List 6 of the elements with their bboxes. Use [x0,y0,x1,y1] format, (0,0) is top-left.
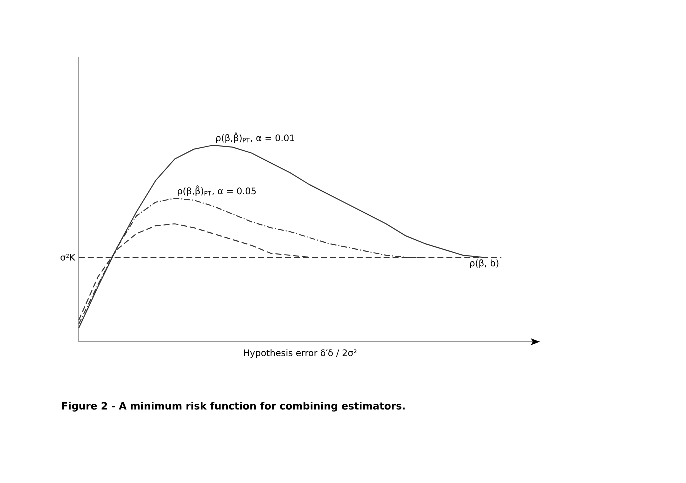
series-label: ρ(β,β̂)$_{PT}$, α = 0.05 [178,186,256,196]
series-label: ρ(β,β̂)$_{PT}$, α = 0.01 [216,132,294,144]
text: σ²K [60,254,76,261]
series-label: ρ(β, b) [470,260,499,268]
caption: Figure 2 - A minimum risk function for combining estimators. [62,402,405,412]
x-axis-title: Hypothesis error δ′δ / 2σ² [244,350,357,358]
